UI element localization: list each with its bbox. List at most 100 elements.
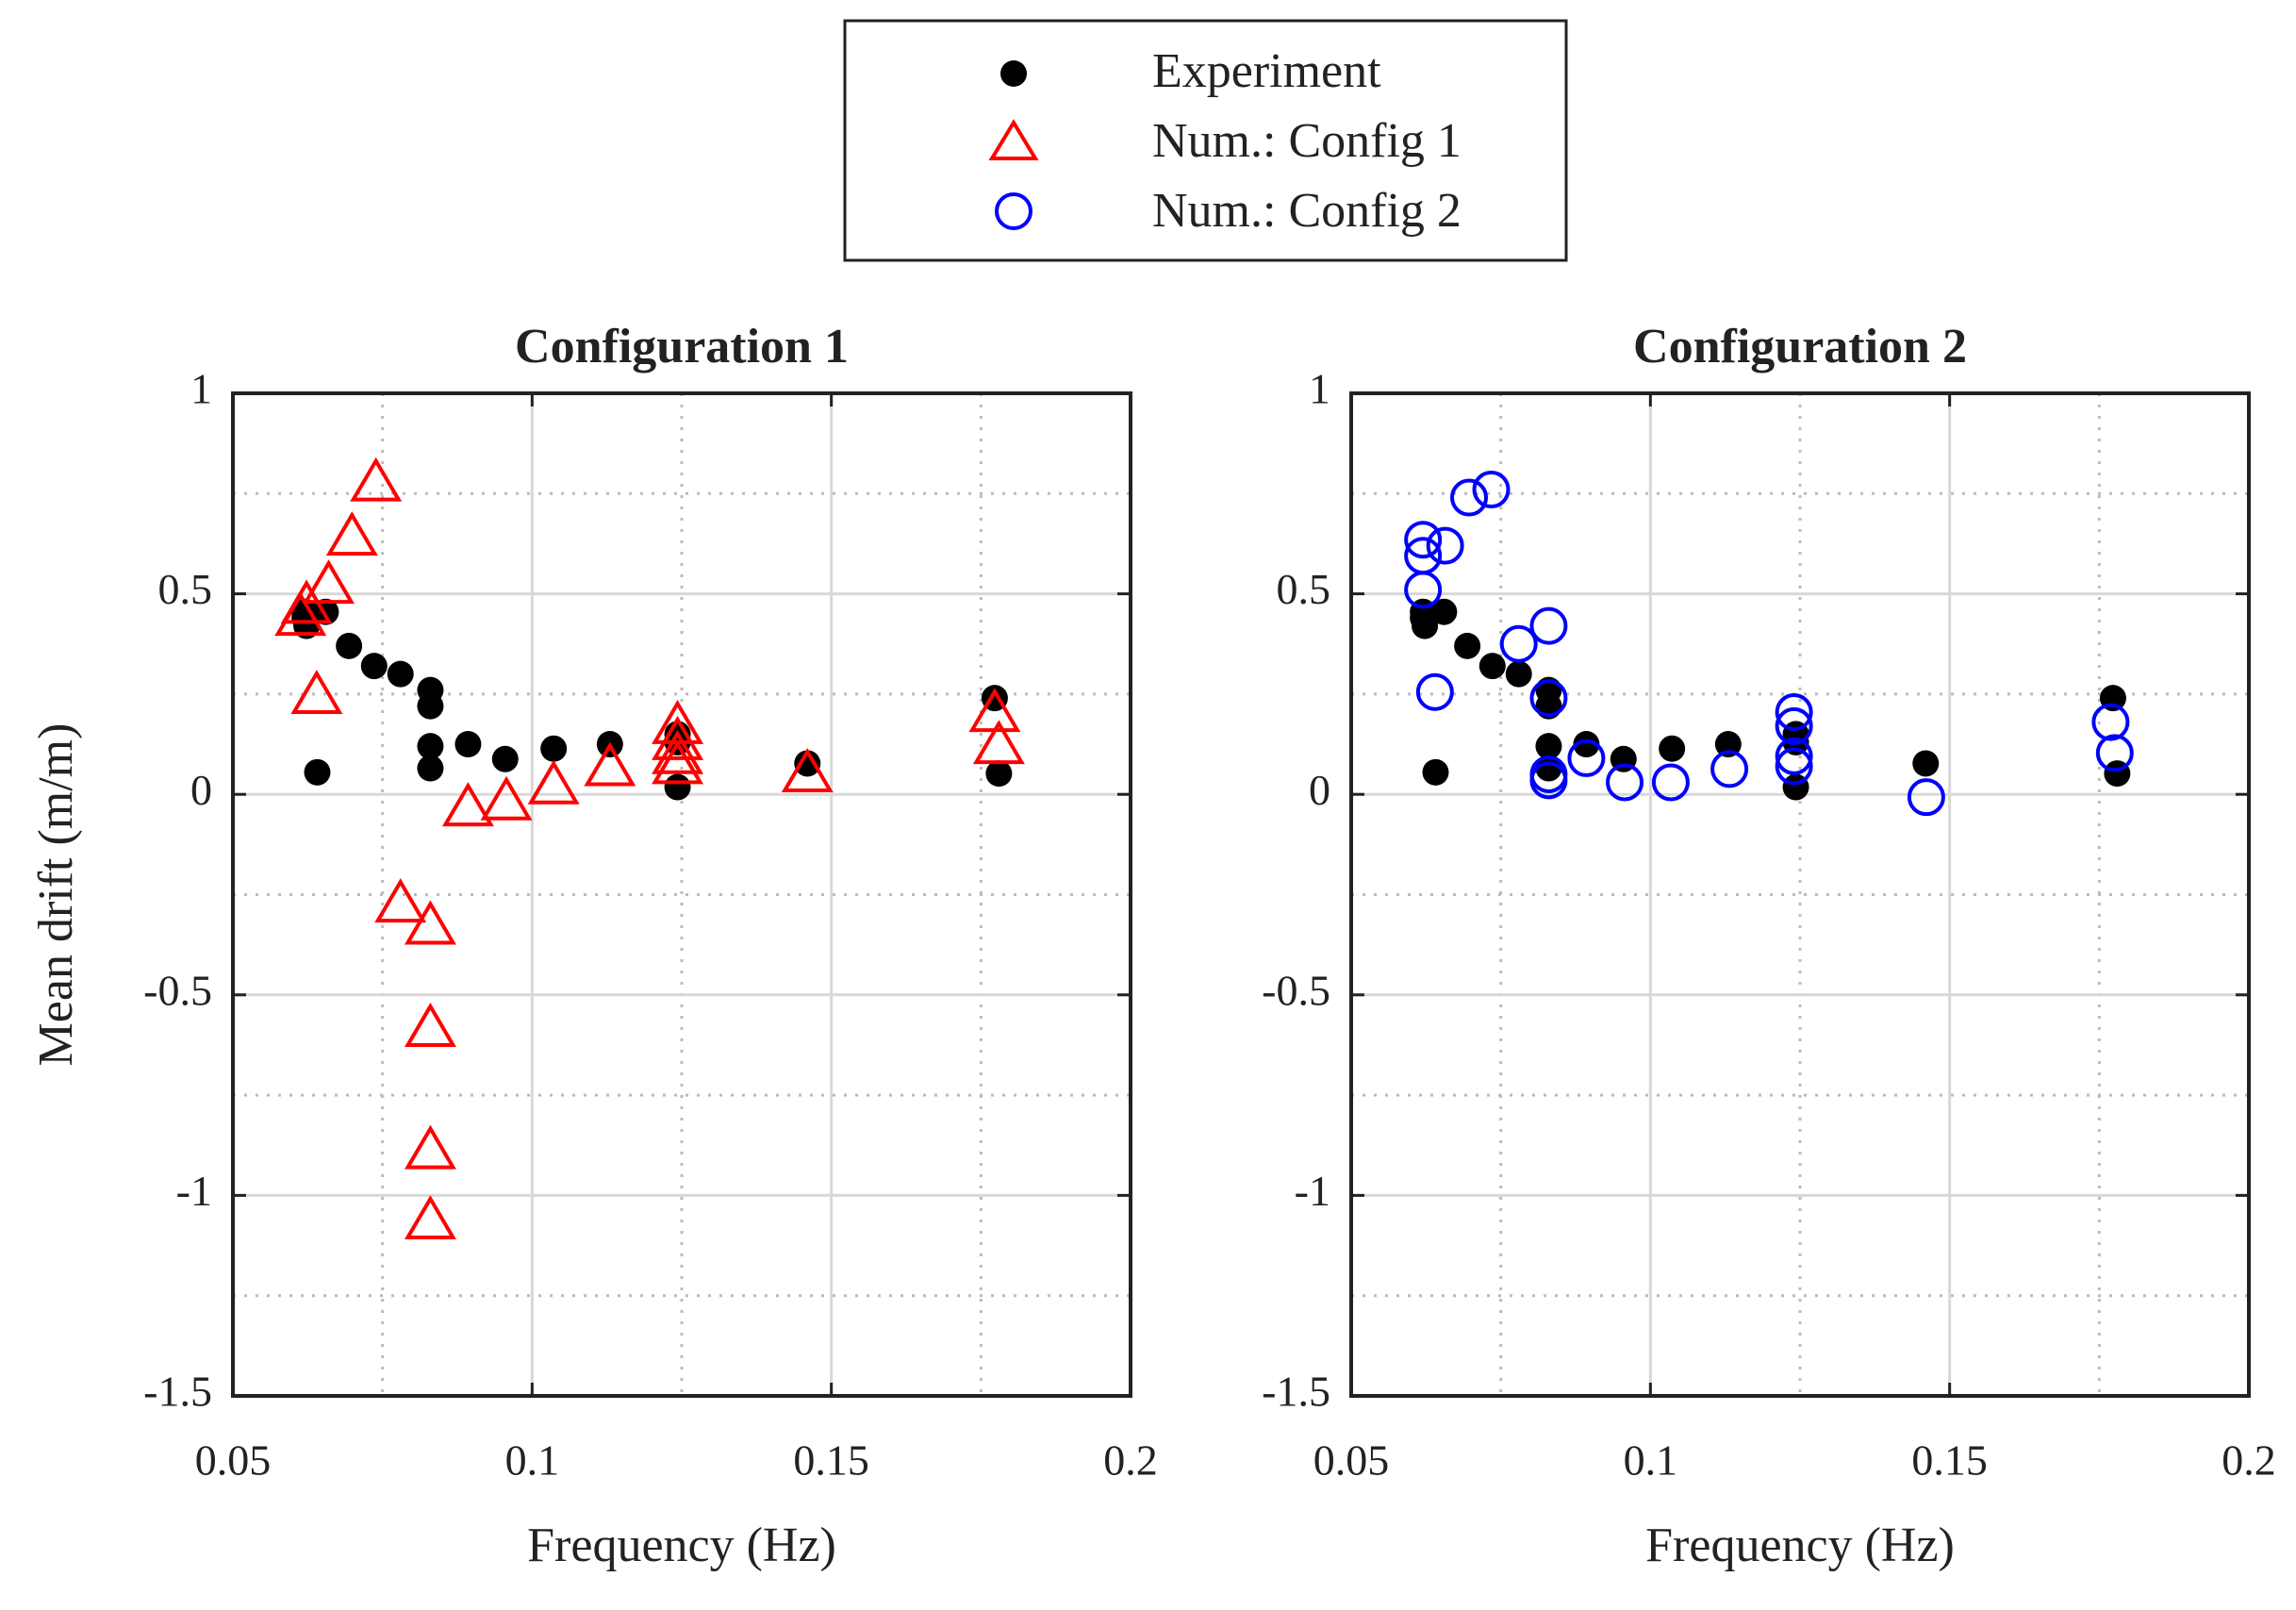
point <box>1478 653 1506 680</box>
point <box>336 632 363 659</box>
x-tick-label: 0.2 <box>1103 1436 1158 1485</box>
plot-frame <box>1349 391 2251 1398</box>
x-axis-label: Frequency (Hz) <box>527 1519 836 1572</box>
x-tick-label: 0.15 <box>793 1436 869 1485</box>
point <box>1404 521 1443 559</box>
point <box>404 1002 456 1047</box>
point <box>1535 755 1562 782</box>
point <box>1567 739 1606 777</box>
point <box>1775 737 1813 775</box>
point <box>417 755 444 782</box>
point <box>1430 598 1458 625</box>
point <box>360 653 388 680</box>
point <box>1529 761 1568 800</box>
y-tick-label: -1 <box>176 1167 212 1215</box>
y-tick-label: 0 <box>190 766 212 814</box>
point <box>1415 672 1454 711</box>
point <box>652 729 704 774</box>
point <box>1775 706 1813 745</box>
y-tick-label: 1 <box>190 365 212 413</box>
point <box>794 750 821 777</box>
y-tick-label: -0.5 <box>143 966 212 1014</box>
x-tick-label: 0.1 <box>1624 1436 1678 1485</box>
point <box>781 747 834 792</box>
point <box>1714 731 1742 758</box>
point <box>290 670 343 715</box>
point <box>404 1195 456 1240</box>
y-tick-label: -0.5 <box>1262 966 1330 1014</box>
legend-symbol <box>988 119 1039 160</box>
point <box>1426 526 1464 565</box>
point <box>652 715 704 760</box>
x-tick-label: 0.1 <box>505 1436 560 1485</box>
point <box>527 759 580 805</box>
point <box>972 720 1025 765</box>
x-tick-label: 0.15 <box>1911 1436 1988 1485</box>
point <box>1472 471 1511 509</box>
point <box>1710 750 1749 788</box>
chart-title: Configuration 1 <box>515 320 849 373</box>
legend-label: Num.: Config 2 <box>1152 184 1462 238</box>
point <box>652 739 704 785</box>
point <box>1535 733 1562 760</box>
y-tick-label: -1.5 <box>1262 1368 1330 1416</box>
point <box>1573 731 1600 758</box>
point <box>540 735 568 762</box>
y-tick-label: -1.5 <box>143 1368 212 1416</box>
y-tick-label: 1 <box>1309 365 1330 413</box>
point <box>1529 679 1568 718</box>
point <box>1450 478 1489 517</box>
point <box>2095 734 2134 772</box>
point <box>1775 747 1813 786</box>
point <box>404 1124 456 1170</box>
chart-title: Configuration 2 <box>1633 320 1967 373</box>
point <box>1907 778 1945 817</box>
point <box>1410 605 1437 632</box>
point <box>325 511 378 556</box>
point <box>491 745 519 772</box>
point <box>374 878 427 923</box>
plot-frame <box>231 391 1132 1398</box>
legend-label: Num.: Config 1 <box>1152 114 1462 168</box>
point <box>1651 763 1690 802</box>
legend-symbol <box>995 192 1032 230</box>
point <box>304 758 331 786</box>
x-tick-label: 0.05 <box>195 1436 272 1485</box>
point <box>664 773 691 801</box>
point <box>1505 660 1532 688</box>
legend-symbol <box>1000 60 1027 87</box>
point <box>441 782 494 827</box>
x-tick-label: 0.05 <box>1313 1436 1390 1485</box>
y-tick-label: 0.5 <box>1277 565 1331 613</box>
point <box>303 559 355 605</box>
point <box>1775 693 1813 732</box>
point <box>1404 571 1443 609</box>
point <box>480 775 533 821</box>
x-tick-label: 0.2 <box>2222 1436 2276 1485</box>
point <box>2091 703 2130 741</box>
point <box>417 692 444 720</box>
point <box>350 456 403 502</box>
y-tick-label: 0 <box>1309 766 1330 814</box>
y-axis-label: Mean drift (m/m) <box>29 723 83 1067</box>
point <box>417 733 444 760</box>
point <box>1606 763 1644 802</box>
point <box>454 731 482 758</box>
point <box>584 741 636 787</box>
y-tick-label: 0.5 <box>158 565 213 613</box>
legend-label: Experiment <box>1152 44 1381 98</box>
legend: Experiment Num.: Config 1 Num.: Config 2 <box>843 19 1568 262</box>
point <box>1422 758 1449 786</box>
point <box>985 760 1013 788</box>
point <box>404 900 456 945</box>
x-axis-label: Frequency (Hz) <box>1645 1519 1955 1572</box>
point <box>1912 750 1940 777</box>
point <box>1529 606 1568 645</box>
point <box>1499 624 1538 663</box>
legend-box <box>843 19 1568 262</box>
point <box>1659 735 1686 762</box>
point <box>1454 632 1481 659</box>
y-tick-label: -1 <box>1295 1167 1330 1215</box>
point <box>387 660 414 688</box>
